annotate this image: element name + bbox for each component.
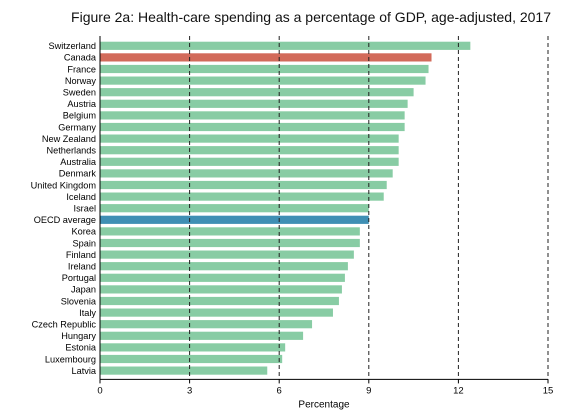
bar-canada bbox=[100, 53, 432, 62]
category-label: United Kingdom bbox=[31, 180, 97, 190]
category-label: France bbox=[67, 64, 96, 74]
category-label: New Zealand bbox=[42, 134, 96, 144]
bar-oecd-average bbox=[100, 215, 369, 224]
category-label: Italy bbox=[79, 308, 96, 318]
bar-switzerland bbox=[100, 41, 471, 50]
category-label: Estonia bbox=[65, 343, 97, 353]
bar-spain bbox=[100, 238, 360, 248]
bar-luxembourg bbox=[100, 354, 283, 364]
bar-latvia bbox=[100, 366, 268, 375]
category-label: Norway bbox=[65, 76, 97, 86]
bar-norway bbox=[100, 76, 426, 85]
category-label: Ireland bbox=[68, 262, 96, 272]
bar-denmark bbox=[100, 169, 393, 178]
category-label: Finland bbox=[66, 250, 96, 260]
x-tick-label: 6 bbox=[277, 385, 282, 396]
category-label: OECD average bbox=[34, 215, 96, 225]
category-label: Austria bbox=[67, 99, 96, 109]
bar-hungary bbox=[100, 331, 304, 340]
x-tick-label: 15 bbox=[543, 385, 554, 396]
category-label: Netherlands bbox=[46, 146, 96, 156]
category-label: Sweden bbox=[63, 88, 96, 98]
category-label: Iceland bbox=[66, 192, 96, 202]
category-label: Denmark bbox=[59, 169, 97, 179]
category-label: Germany bbox=[58, 122, 96, 132]
category-label: Portugal bbox=[62, 273, 96, 283]
bar-united-kingdom bbox=[100, 180, 387, 190]
x-tick-label: 0 bbox=[97, 385, 102, 396]
bar-netherlands bbox=[100, 146, 399, 155]
bar-czech-republic bbox=[100, 320, 313, 329]
bar-iceland bbox=[100, 192, 384, 201]
x-tick-label: 9 bbox=[366, 385, 371, 396]
chart-title: Figure 2a: Health-care spending as a per… bbox=[71, 9, 551, 25]
bar-japan bbox=[100, 285, 342, 294]
bar-new-zealand bbox=[100, 134, 399, 143]
category-label: Switzerland bbox=[49, 41, 97, 51]
category-label: Latvia bbox=[71, 366, 96, 376]
bar-austria bbox=[100, 99, 408, 108]
category-label: Israel bbox=[74, 204, 96, 214]
bar-belgium bbox=[100, 111, 405, 120]
bar-korea bbox=[100, 227, 360, 236]
bar-italy bbox=[100, 308, 333, 317]
category-label: Belgium bbox=[63, 111, 97, 121]
bar-finland bbox=[100, 250, 354, 259]
category-label: Australia bbox=[60, 157, 97, 167]
category-label: Czech Republic bbox=[32, 320, 97, 330]
category-label: Japan bbox=[71, 285, 96, 295]
bar-france bbox=[100, 64, 429, 74]
category-label: Slovenia bbox=[61, 296, 97, 306]
category-label: Spain bbox=[73, 238, 97, 248]
category-label: Hungary bbox=[61, 331, 96, 341]
bar-portugal bbox=[100, 273, 345, 282]
bar-sweden bbox=[100, 88, 414, 97]
x-axis-title: Percentage bbox=[298, 399, 350, 410]
bar-germany bbox=[100, 122, 405, 132]
x-tick-label: 12 bbox=[453, 385, 464, 396]
category-label: Canada bbox=[64, 53, 97, 63]
x-tick-label: 3 bbox=[187, 385, 192, 396]
category-label: Korea bbox=[71, 227, 96, 237]
bar-estonia bbox=[100, 343, 286, 352]
category-label: Luxembourg bbox=[45, 354, 96, 364]
bar-ireland bbox=[100, 262, 348, 271]
bar-israel bbox=[100, 204, 369, 213]
bar-australia bbox=[100, 157, 399, 166]
bar-slovenia bbox=[100, 296, 339, 306]
